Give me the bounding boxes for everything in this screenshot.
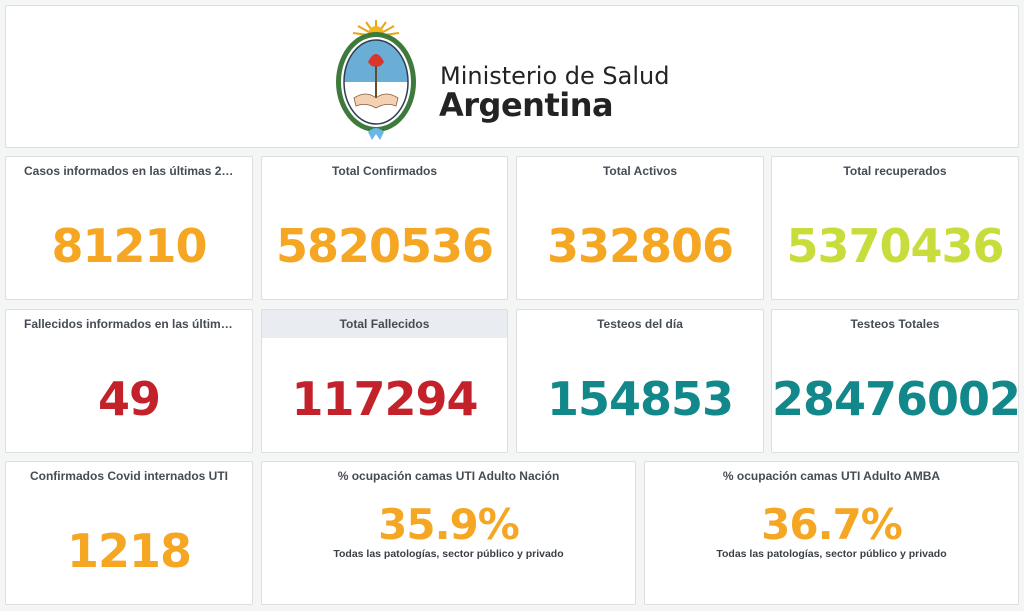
stat-value: 5370436 (786, 219, 1004, 273)
panel-title: Confirmados Covid internados UTI (29, 469, 228, 483)
panel-title: Total Fallecidos (262, 310, 507, 338)
stat-value: 332806 (546, 219, 734, 273)
panel-title: Casos informados en las últimas 24... (24, 164, 239, 178)
panel-title: Testeos Totales (850, 317, 940, 331)
country-name: Argentina (439, 86, 614, 124)
stat-panel-total-fallecidos[interactable]: Total Fallecidos 117294 (261, 309, 508, 453)
stat-panel-testeos-totales[interactable]: Testeos Totales 28476002 (771, 309, 1019, 453)
stat-value: 49 (97, 372, 161, 426)
stat-panel-total-activos[interactable]: Total Activos 332806 (516, 156, 764, 300)
panel-title: % ocupación camas UTI Adulto AMBA (722, 469, 941, 483)
stat-subtitle: Todas las patologías, sector público y p… (333, 548, 564, 560)
stat-value: 81210 (51, 219, 207, 273)
stat-panel-ocupacion-nacion[interactable]: % ocupación camas UTI Adulto Nación 35.9… (261, 461, 636, 605)
header-panel: Ministerio de Salud Argentina (5, 5, 1019, 148)
panel-title: Testeos del día (597, 317, 683, 331)
stat-panel-total-confirmados[interactable]: Total Confirmados 5820536 (261, 156, 508, 300)
panel-title: Total recuperados (843, 164, 947, 178)
stat-panel-casos-24h[interactable]: Casos informados en las últimas 24... 81… (5, 156, 253, 300)
stat-value: 36.7% (761, 500, 903, 549)
stat-panel-internados-uti[interactable]: Confirmados Covid internados UTI 1218 (5, 461, 253, 605)
ministry-brand: Ministerio de Salud Argentina (336, 18, 696, 143)
stat-value: 154853 (546, 372, 734, 426)
stat-panel-testeos-dia[interactable]: Testeos del día 154853 (516, 309, 764, 453)
stat-value: 28476002 (772, 372, 1019, 426)
stat-value: 5820536 (275, 219, 494, 273)
ministry-name: Ministerio de Salud (440, 62, 670, 90)
panel-title: Total Confirmados (331, 164, 438, 178)
panel-title: Total Activos (602, 164, 677, 178)
panel-title: % ocupación camas UTI Adulto Nación (337, 469, 560, 483)
coat-of-arms-icon (336, 20, 416, 140)
stat-value: 35.9% (378, 500, 520, 549)
stat-value: 117294 (291, 372, 478, 426)
stat-panel-fallecidos-24h[interactable]: Fallecidos informados en las última... 4… (5, 309, 253, 453)
stat-panel-total-recuperados[interactable]: Total recuperados 5370436 (771, 156, 1019, 300)
stat-subtitle: Todas las patologías, sector público y p… (716, 548, 947, 560)
panel-title: Fallecidos informados en las última... (24, 317, 238, 331)
stat-panel-ocupacion-amba[interactable]: % ocupación camas UTI Adulto AMBA 36.7% … (644, 461, 1019, 605)
stat-value: 1218 (66, 524, 192, 578)
